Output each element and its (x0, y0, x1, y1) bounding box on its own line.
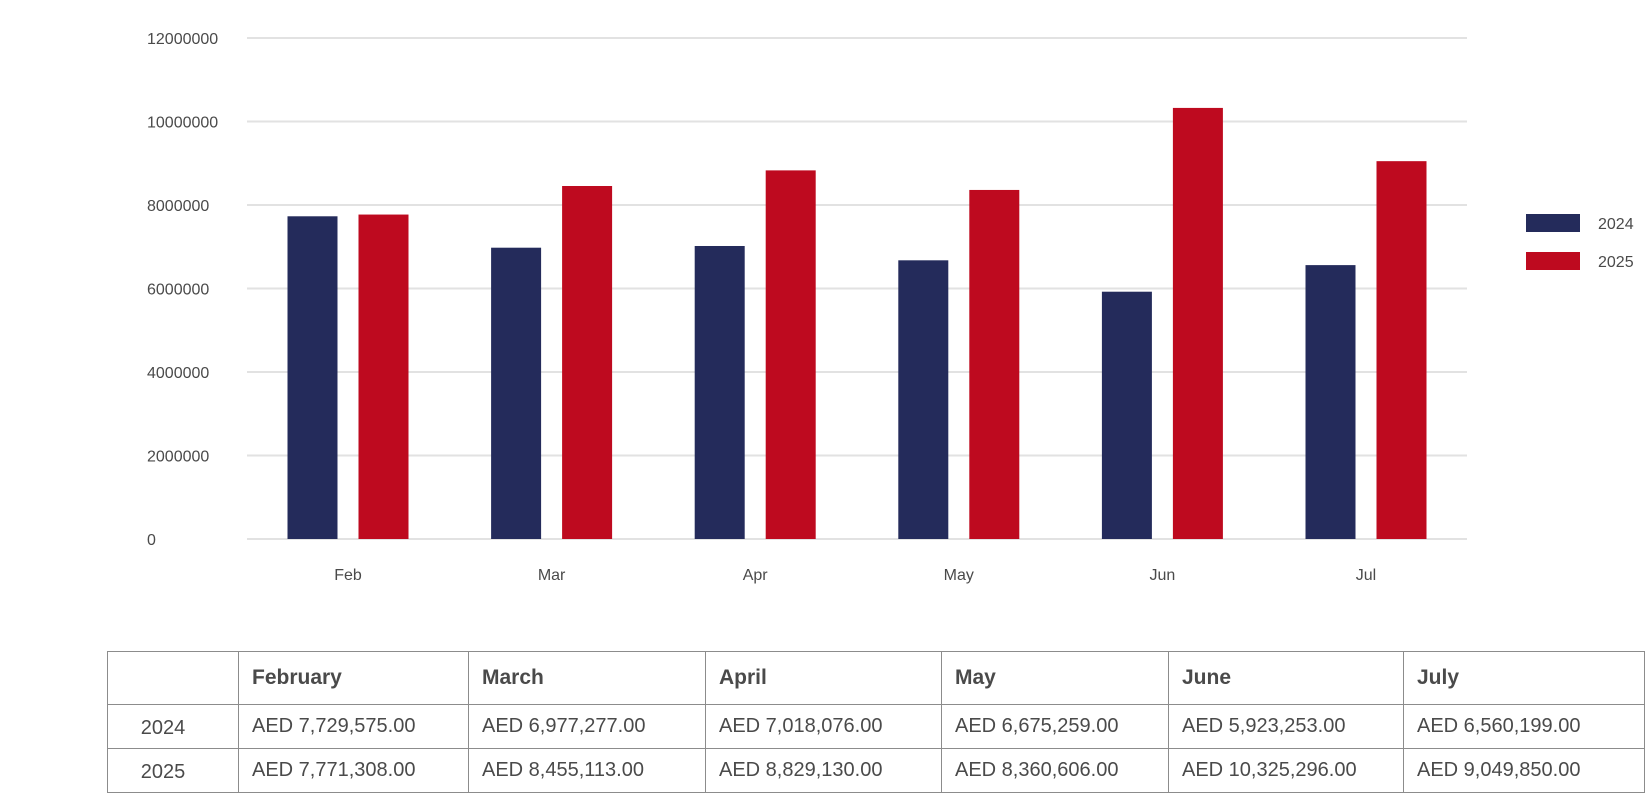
x-category-label: Jul (1356, 567, 1376, 584)
bar-2025-Feb (358, 214, 409, 539)
x-category-label: Mar (538, 567, 566, 584)
legend-swatch-2024 (1526, 214, 1580, 232)
x-category-label: Jun (1150, 567, 1176, 584)
bar-2024-Mar (491, 247, 542, 540)
bar-2025-Apr (765, 170, 816, 539)
table-cell: AED 6,977,277.00 (468, 704, 706, 749)
table-cell: AED 6,560,199.00 (1403, 704, 1645, 749)
table-row: 2025 AED 7,771,308.00 AED 8,455,113.00 A… (107, 748, 1645, 793)
row-label: 2024 (107, 704, 239, 749)
table-cell: AED 10,325,296.00 (1168, 748, 1404, 793)
table-cell: AED 7,771,308.00 (238, 748, 469, 793)
x-category-label: Feb (334, 567, 362, 584)
table-cell: AED 7,018,076.00 (705, 704, 942, 749)
column-header: March (468, 651, 706, 705)
y-tick-label: 12000000 (147, 31, 218, 48)
grid-lines (247, 37, 1467, 540)
x-category-label: May (944, 567, 974, 584)
column-header: May (941, 651, 1169, 705)
y-tick-label: 4000000 (147, 365, 209, 382)
bar-2024-Jun (1101, 291, 1152, 539)
table-cell: AED 5,923,253.00 (1168, 704, 1404, 749)
bar-2024-May (898, 260, 949, 539)
x-category-label: Apr (743, 567, 769, 584)
y-tick-label: 0 (147, 532, 156, 549)
table-cell: AED 9,049,850.00 (1403, 748, 1645, 793)
legend-label: 2025 (1598, 254, 1634, 271)
legend-label: 2024 (1598, 216, 1634, 233)
table-cell: AED 7,729,575.00 (238, 704, 469, 749)
y-tick-label: 6000000 (147, 282, 209, 299)
bar-2025-Jun (1172, 107, 1223, 540)
table-cell: AED 8,829,130.00 (705, 748, 942, 793)
column-header: July (1403, 651, 1645, 705)
column-header: April (705, 651, 942, 705)
bar-2025-Mar (562, 185, 613, 540)
data-table: February March April May June July 2024 … (107, 651, 1645, 793)
bar-2024-Jul (1305, 265, 1356, 539)
bar-2025-May (969, 189, 1020, 539)
bar-2024-Feb (287, 216, 338, 540)
bar-2025-Jul (1376, 161, 1427, 539)
y-axis-tick-labels: 0 2000000 4000000 6000000 8000000 10000000 120… (147, 31, 218, 549)
bar-group (287, 107, 1427, 540)
bar-chart: 0 2000000 4000000 6000000 8000000 10000000 120… (147, 31, 1634, 584)
table-cell: AED 8,455,113.00 (468, 748, 706, 793)
bar-2024-Apr (694, 245, 745, 539)
y-tick-label: 10000000 (147, 115, 218, 132)
table-cell: AED 8,360,606.00 (941, 748, 1169, 793)
table-row: 2024 AED 7,729,575.00 AED 6,977,277.00 A… (107, 704, 1645, 749)
legend: 2024 2025 (1526, 214, 1634, 271)
table-header-row: February March April May June July (107, 651, 1645, 705)
column-header: June (1168, 651, 1404, 705)
table-header-corner (107, 651, 239, 705)
y-tick-label: 8000000 (147, 198, 209, 215)
y-tick-label: 2000000 (147, 449, 209, 466)
column-header: February (238, 651, 469, 705)
row-label: 2025 (107, 748, 239, 793)
legend-swatch-2025 (1526, 252, 1580, 270)
table-cell: AED 6,675,259.00 (941, 704, 1169, 749)
x-axis-category-labels: Feb Mar Apr May Jun Jul (334, 567, 1376, 584)
